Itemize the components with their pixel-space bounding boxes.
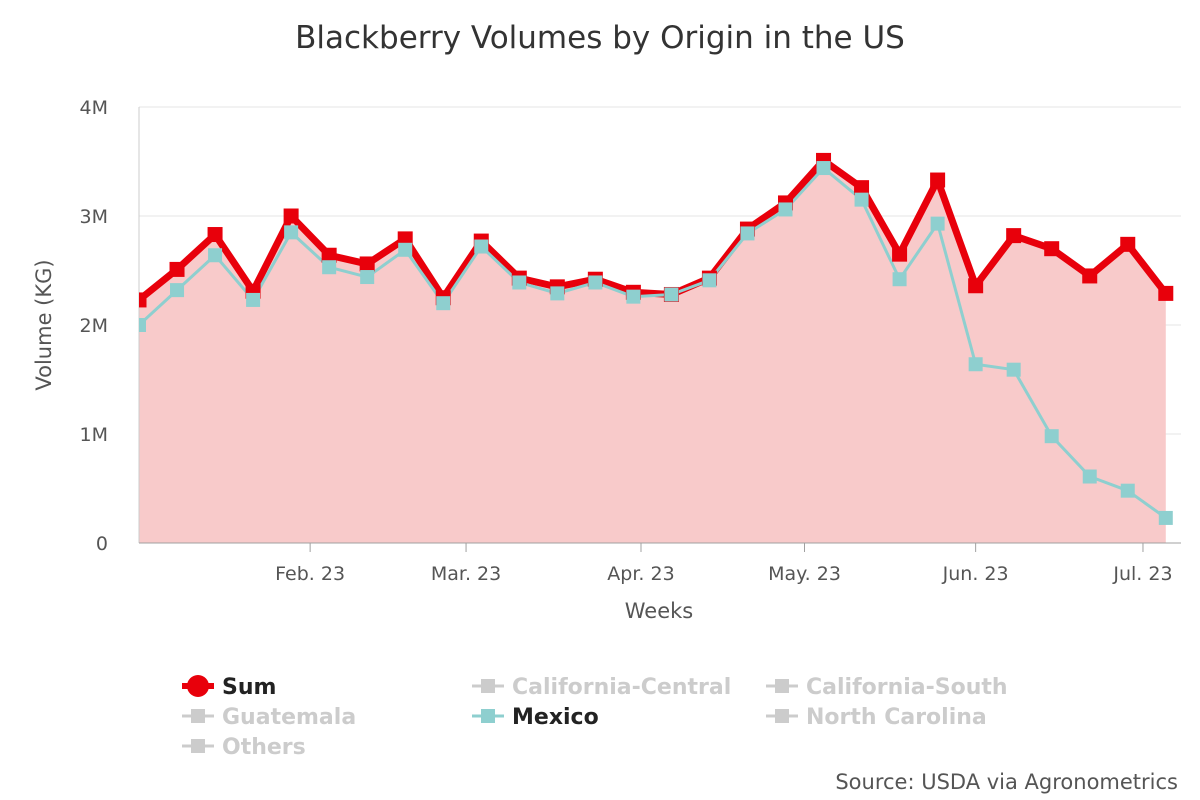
mexico-point-27 — [1158, 510, 1173, 525]
y-tick-label-0: 0 — [96, 533, 108, 555]
sum-point-2 — [207, 227, 223, 243]
legend: Sum California-Central California-South Gua… — [182, 675, 1008, 760]
mexico-point-14 — [664, 287, 679, 302]
mexico-point-8 — [436, 296, 451, 311]
x-axis-title: Weeks — [625, 599, 693, 623]
x-tick-label-4: Jun. 23 — [942, 563, 1009, 585]
sum-point-21 — [930, 172, 946, 188]
mexico-point-26 — [1120, 483, 1135, 498]
y-tick-label-2: 2M — [80, 315, 108, 337]
mexico-point-19 — [854, 192, 869, 207]
legend-north-carolina-label: North Carolina — [806, 705, 987, 730]
legend-sum-label: Sum — [222, 675, 276, 700]
legend-others-marker — [191, 739, 205, 753]
legend-north-carolina-marker — [775, 709, 789, 723]
legend-item-north-carolina[interactable]: North Carolina — [766, 705, 987, 730]
legend-item-guatemala[interactable]: Guatemala — [182, 705, 356, 730]
x-tick-label-2: Apr. 23 — [607, 563, 674, 585]
sum-point-4 — [283, 208, 299, 224]
legend-guatemala-label: Guatemala — [222, 705, 356, 730]
mexico-point-23 — [1006, 362, 1021, 377]
chart-title: Blackberry Volumes by Origin in the US — [295, 20, 905, 56]
y-tick-label-1: 1M — [80, 424, 108, 446]
legend-california-central-marker — [481, 679, 495, 693]
legend-sum-marker — [187, 675, 209, 697]
mexico-point-13 — [626, 289, 641, 304]
sum-series-line — [139, 156, 1169, 303]
mexico-point-9 — [474, 239, 489, 254]
mexico-point-17 — [778, 202, 793, 217]
x-axis-tick-labels: Feb. 23 Mar. 23 Apr. 23 May. 23 Jun. 23 Jul. … — [275, 563, 1172, 585]
source-credit: Source: USDA via Agronometrics — [835, 770, 1178, 794]
mexico-point-15 — [702, 273, 717, 288]
mexico-point-0 — [139, 318, 146, 332]
sum-point-0 — [139, 292, 147, 308]
mexico-point-3 — [246, 292, 261, 307]
mexico-point-12 — [588, 275, 603, 290]
mexico-point-4 — [284, 225, 299, 240]
sum-point-27 — [1158, 285, 1174, 301]
legend-item-others[interactable]: Others — [182, 735, 306, 760]
y-axis-tick-labels: 0 1M 2M 3M 4M — [80, 97, 108, 555]
mexico-point-25 — [1082, 469, 1097, 484]
sum-point-6 — [359, 256, 375, 272]
x-tick-label-5: Jul. 23 — [1112, 563, 1172, 585]
legend-others-label: Others — [222, 735, 306, 760]
legend-california-central-label: California-Central — [512, 675, 731, 700]
sum-point-22 — [968, 278, 984, 294]
mexico-point-21 — [930, 216, 945, 231]
mexico-point-6 — [360, 270, 375, 285]
sum-point-23 — [1006, 228, 1022, 244]
mexico-point-5 — [322, 260, 337, 275]
y-axis-title: Volume (KG) — [32, 259, 56, 390]
sum-point-20 — [892, 246, 908, 262]
legend-item-mexico[interactable]: Mexico — [472, 705, 599, 730]
y-tick-label-4: 4M — [80, 97, 108, 119]
mexico-point-24 — [1044, 429, 1059, 444]
sum-point-19 — [854, 180, 870, 196]
mexico-point-7 — [398, 242, 413, 257]
series-layer — [139, 152, 1174, 525]
legend-item-california-central[interactable]: California-Central — [472, 675, 731, 700]
mexico-point-11 — [550, 286, 565, 301]
legend-mexico-label: Mexico — [512, 705, 599, 730]
sum-point-5 — [321, 247, 337, 263]
mexico-point-20 — [892, 272, 907, 287]
x-tick-label-1: Mar. 23 — [431, 563, 501, 585]
sum-point-26 — [1120, 236, 1136, 252]
mexico-point-2 — [208, 248, 223, 263]
y-tick-label-3: 3M — [80, 206, 108, 228]
legend-item-sum[interactable]: Sum — [182, 675, 276, 700]
mexico-series-line — [139, 166, 1167, 520]
legend-california-south-marker — [775, 679, 789, 693]
legend-mexico-marker — [481, 709, 495, 723]
sum-point-1 — [169, 261, 185, 277]
sum-point-7 — [397, 231, 413, 247]
sum-point-24 — [1044, 241, 1060, 257]
x-tick-label-0: Feb. 23 — [275, 563, 345, 585]
legend-guatemala-marker — [191, 709, 205, 723]
mexico-point-10 — [512, 275, 527, 290]
sum-point-25 — [1082, 268, 1098, 284]
mexico-point-22 — [968, 357, 983, 372]
legend-item-california-south[interactable]: California-South — [766, 675, 1008, 700]
mexico-point-18 — [816, 161, 831, 176]
x-tick-label-3: May. 23 — [768, 563, 841, 585]
mexico-point-16 — [740, 226, 755, 241]
mexico-point-1 — [170, 283, 185, 298]
legend-california-south-label: California-South — [806, 675, 1008, 700]
